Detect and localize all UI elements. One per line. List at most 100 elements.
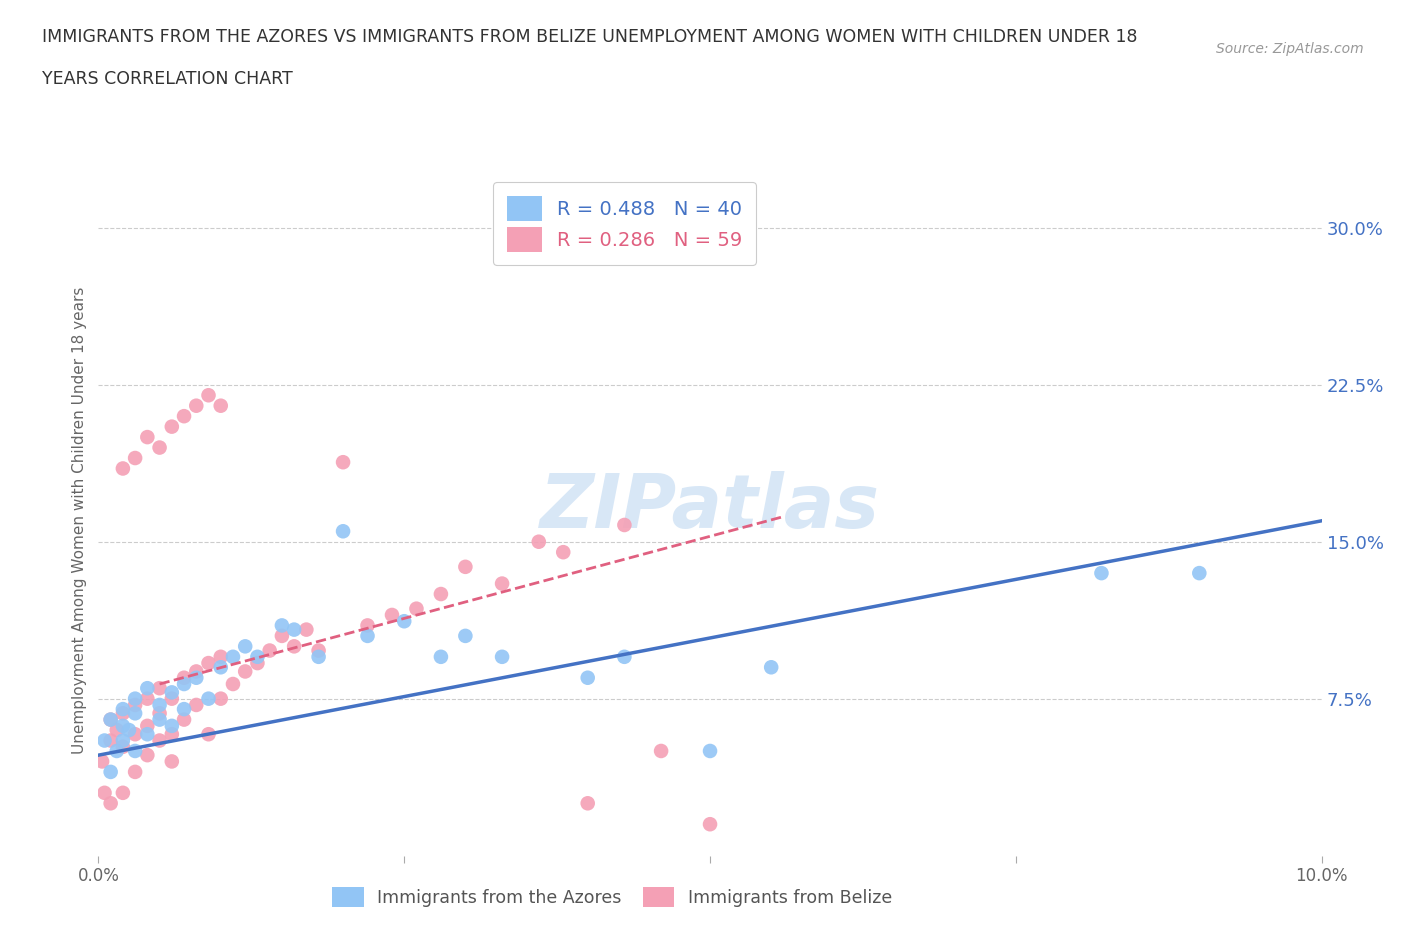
Point xyxy=(160,691,183,706)
Point xyxy=(100,712,122,727)
Point xyxy=(136,681,159,696)
Point xyxy=(173,677,195,692)
Point xyxy=(613,518,636,533)
Point xyxy=(356,629,378,644)
Text: IMMIGRANTS FROM THE AZORES VS IMMIGRANTS FROM BELIZE UNEMPLOYMENT AMONG WOMEN WI: IMMIGRANTS FROM THE AZORES VS IMMIGRANTS… xyxy=(42,28,1137,46)
Point xyxy=(259,644,281,658)
Point xyxy=(111,739,134,754)
Point xyxy=(186,398,208,413)
Point xyxy=(222,649,245,664)
Point xyxy=(553,545,575,560)
Point xyxy=(149,681,172,696)
Point xyxy=(124,698,146,712)
Point xyxy=(1188,565,1211,580)
Point xyxy=(124,727,146,742)
Point xyxy=(105,744,128,759)
Point xyxy=(136,430,159,445)
Point xyxy=(613,649,636,664)
Point xyxy=(124,451,146,466)
Point xyxy=(405,602,427,617)
Point xyxy=(111,733,134,748)
Point xyxy=(105,723,128,737)
Point xyxy=(173,712,195,727)
Point xyxy=(270,618,292,633)
Point xyxy=(197,388,219,403)
Point xyxy=(209,691,232,706)
Point xyxy=(197,727,219,742)
Legend: Immigrants from the Azores, Immigrants from Belize: Immigrants from the Azores, Immigrants f… xyxy=(325,880,898,914)
Point xyxy=(308,644,330,658)
Point xyxy=(209,660,232,675)
Text: Source: ZipAtlas.com: Source: ZipAtlas.com xyxy=(1216,42,1364,56)
Point xyxy=(283,639,305,654)
Point xyxy=(173,671,195,685)
Point xyxy=(197,656,219,671)
Point xyxy=(332,524,354,538)
Point xyxy=(295,622,318,637)
Point xyxy=(527,535,550,550)
Point xyxy=(233,639,256,654)
Point xyxy=(149,733,172,748)
Point xyxy=(173,409,195,424)
Point xyxy=(699,817,721,831)
Point xyxy=(576,671,599,685)
Point xyxy=(430,649,453,664)
Point xyxy=(209,649,232,664)
Point xyxy=(332,455,354,470)
Point xyxy=(111,461,134,476)
Point xyxy=(100,712,122,727)
Point xyxy=(149,440,172,455)
Point xyxy=(430,587,453,602)
Point xyxy=(118,723,141,737)
Point xyxy=(246,649,269,664)
Point xyxy=(186,698,208,712)
Point xyxy=(650,744,672,759)
Point xyxy=(356,618,378,633)
Text: ZIPatlas: ZIPatlas xyxy=(540,471,880,544)
Point xyxy=(149,712,172,727)
Point xyxy=(111,702,134,717)
Point xyxy=(308,649,330,664)
Point xyxy=(124,744,146,759)
Point xyxy=(246,656,269,671)
Point xyxy=(197,691,219,706)
Point xyxy=(160,754,183,769)
Point xyxy=(100,796,122,811)
Point xyxy=(100,733,122,748)
Point xyxy=(136,748,159,763)
Point xyxy=(454,629,477,644)
Point xyxy=(233,664,256,679)
Point xyxy=(173,702,195,717)
Point xyxy=(93,785,115,800)
Text: YEARS CORRELATION CHART: YEARS CORRELATION CHART xyxy=(42,70,292,87)
Point xyxy=(392,614,416,629)
Y-axis label: Unemployment Among Women with Children Under 18 years: Unemployment Among Women with Children U… xyxy=(72,287,87,754)
Point xyxy=(124,691,146,706)
Point xyxy=(160,685,183,700)
Point xyxy=(759,660,782,675)
Point xyxy=(160,419,183,434)
Point xyxy=(454,560,477,575)
Point xyxy=(186,664,208,679)
Point xyxy=(136,719,159,734)
Point xyxy=(124,764,146,779)
Point xyxy=(124,706,146,721)
Point xyxy=(111,785,134,800)
Point xyxy=(149,698,172,712)
Point xyxy=(283,622,305,637)
Point xyxy=(149,706,172,721)
Point xyxy=(699,744,721,759)
Point xyxy=(91,754,114,769)
Point xyxy=(576,796,599,811)
Point xyxy=(160,727,183,742)
Point xyxy=(1090,565,1112,580)
Point xyxy=(136,727,159,742)
Point xyxy=(111,719,134,734)
Point xyxy=(381,607,404,622)
Point xyxy=(100,764,122,779)
Point xyxy=(186,671,208,685)
Point xyxy=(160,719,183,734)
Point xyxy=(222,677,245,692)
Point xyxy=(111,706,134,721)
Point xyxy=(491,577,513,591)
